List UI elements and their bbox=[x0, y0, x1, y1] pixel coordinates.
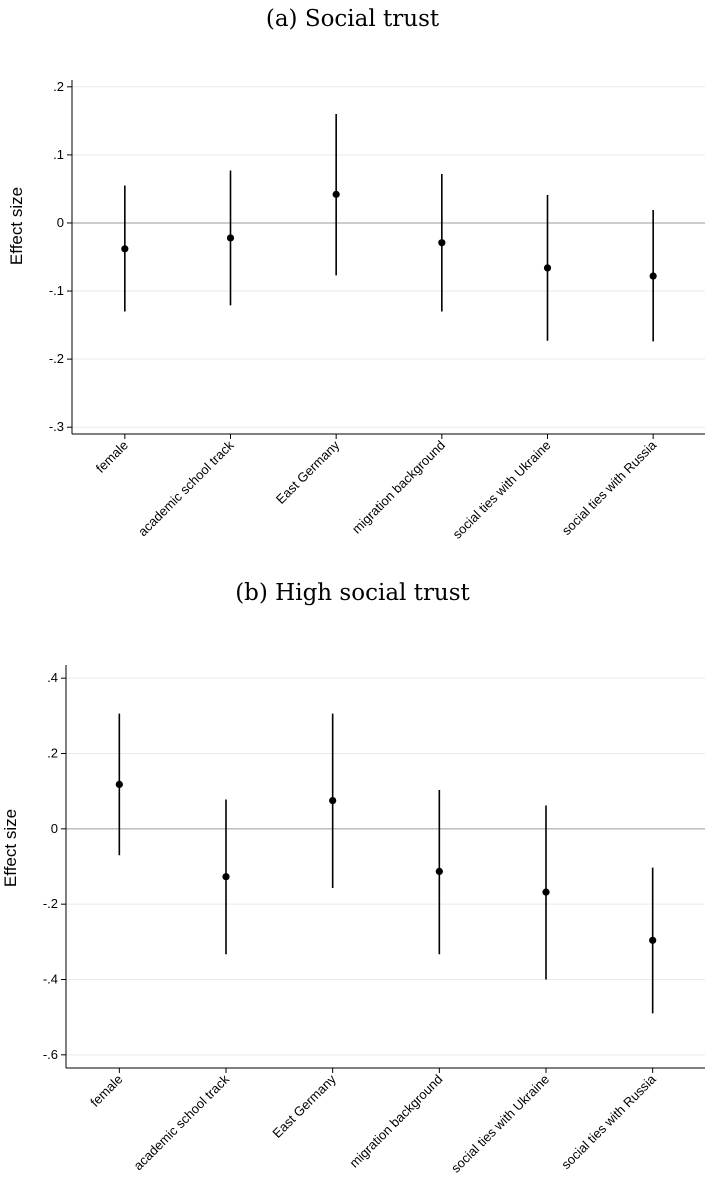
y-tick-label: .4 bbox=[47, 670, 58, 685]
chart-social-trust: .2 .1 0 -.1 -.2 -.3 Effect size female academic … bbox=[7, 79, 705, 542]
y-tick-label: .2 bbox=[47, 746, 58, 761]
chart-title: (b) High social trust bbox=[235, 580, 470, 606]
x-category-label: female bbox=[87, 1072, 125, 1110]
point-estimate bbox=[649, 272, 657, 280]
x-category-label: East Germany bbox=[273, 437, 343, 507]
point-estimate bbox=[222, 873, 230, 881]
point-estimate bbox=[649, 936, 657, 944]
y-tick-label: 0 bbox=[57, 215, 64, 230]
point-estimate bbox=[435, 867, 443, 875]
point-estimate bbox=[121, 245, 129, 253]
x-category-label: academic school track bbox=[131, 1071, 233, 1173]
y-axis-title: Effect size bbox=[7, 187, 26, 265]
y-tick-label: .1 bbox=[53, 147, 64, 162]
x-category-label: social ties with Russia bbox=[558, 1071, 659, 1172]
y-tick-label: -.1 bbox=[49, 283, 64, 298]
point-estimate bbox=[329, 796, 337, 805]
y-tick-label: 0 bbox=[51, 821, 58, 836]
point-estimate bbox=[115, 780, 123, 788]
chart-high-social-trust: .4 .2 0 -.2 -.4 -.6 Effect size female academic … bbox=[1, 665, 705, 1176]
x-category-label: social ties with Russia bbox=[559, 437, 660, 538]
x-category-label: academic school track bbox=[135, 437, 237, 539]
point-estimate bbox=[332, 190, 340, 198]
point-estimate bbox=[226, 234, 235, 242]
x-category-label: migration background bbox=[346, 1072, 445, 1171]
chart-title: (a) Social trust bbox=[265, 6, 440, 32]
point-estimate bbox=[438, 239, 446, 247]
y-tick-label: -.4 bbox=[43, 971, 58, 986]
x-category-label: social ties with Ukraine bbox=[450, 438, 554, 542]
point-estimate bbox=[542, 888, 550, 896]
x-category-label: migration background bbox=[349, 438, 448, 537]
y-tick-label: -.3 bbox=[49, 419, 64, 434]
x-category-label: East Germany bbox=[269, 1071, 339, 1141]
y-tick-label: -.6 bbox=[43, 1047, 58, 1062]
x-category-label: social ties with Ukraine bbox=[448, 1072, 552, 1176]
panel-social-trust: (a) Social trust .2 .1 0 -.1 -.2 -.3 Effect si… bbox=[0, 0, 705, 580]
y-tick-label: -.2 bbox=[49, 351, 64, 366]
y-tick-label: -.2 bbox=[43, 896, 58, 911]
y-tick-label: .2 bbox=[53, 79, 64, 94]
point-estimate bbox=[543, 264, 552, 272]
panel-high-social-trust: (b) High social trust .4 .2 0 -.2 -.4 -.6 Effe… bbox=[0, 580, 705, 1180]
x-category-label: female bbox=[93, 438, 131, 476]
y-axis-title: Effect size bbox=[1, 809, 20, 887]
